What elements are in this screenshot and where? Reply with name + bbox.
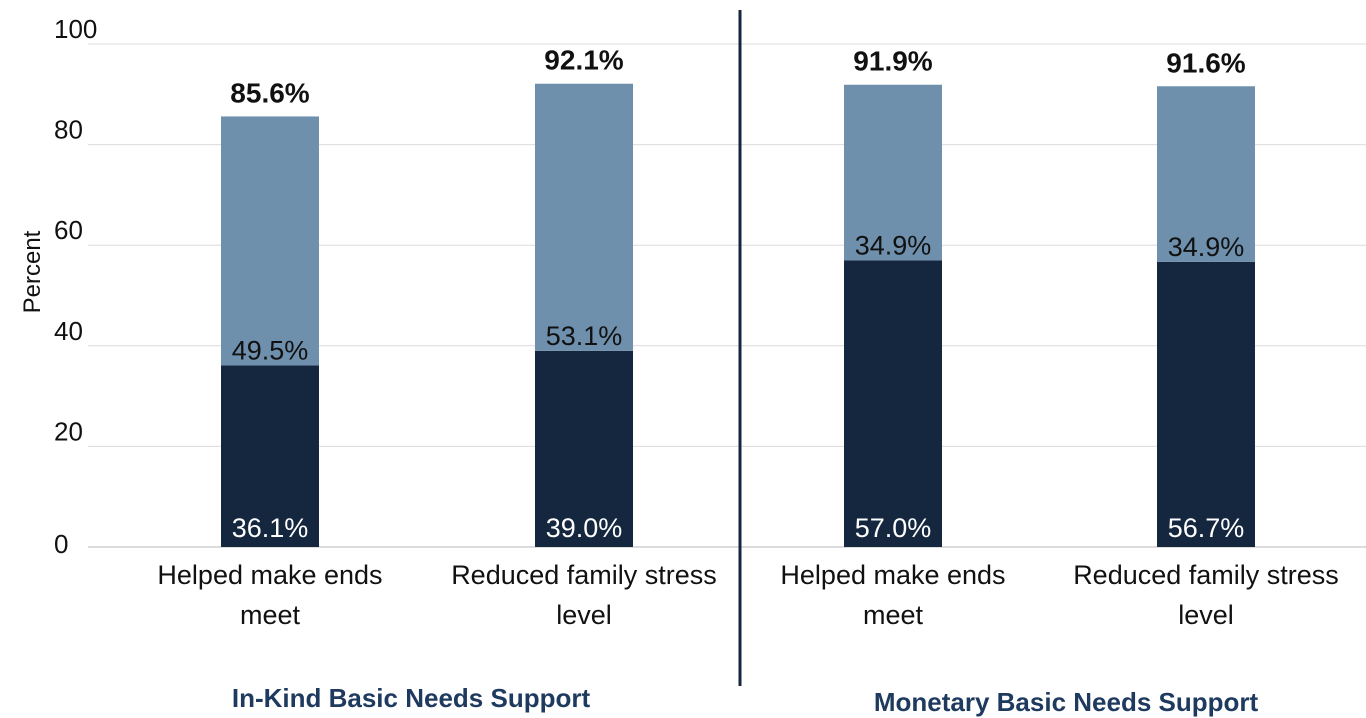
data-labels: 36.1% 49.5% 85.6% 39.0% 53.1% 92.1% 57.0% 34.9%… — [230, 45, 1245, 543]
y-tick-label: 20 — [54, 416, 83, 446]
segment-value-label: 34.9% — [855, 230, 932, 260]
group-labels: In-Kind Basic Needs Support Monetary Basi… — [232, 683, 1259, 717]
bar-segment — [221, 365, 319, 547]
category-label: Reduced family stress — [1073, 560, 1339, 590]
group-label: In-Kind Basic Needs Support — [232, 683, 591, 713]
total-value-label: 91.6% — [1166, 47, 1245, 78]
bar-segment — [844, 84, 942, 261]
segment-value-label: 39.0% — [546, 513, 623, 543]
total-value-label: 85.6% — [230, 77, 309, 108]
bar-segment — [1157, 86, 1255, 262]
bar-segment — [535, 83, 633, 351]
y-tick-label: 100 — [54, 14, 97, 44]
y-tick-label: 80 — [54, 115, 83, 145]
y-axis-label: Percent — [19, 230, 46, 313]
category-label: level — [1178, 600, 1234, 630]
bar-segment — [535, 350, 633, 547]
segment-value-label: 56.7% — [1168, 513, 1245, 543]
y-tick-label: 60 — [54, 215, 83, 245]
segment-value-label: 36.1% — [232, 513, 309, 543]
total-value-label: 92.1% — [544, 45, 623, 76]
y-tick-label: 40 — [54, 316, 83, 346]
category-label: Helped make ends — [157, 560, 382, 590]
category-label: Reduced family stress — [451, 560, 717, 590]
total-value-label: 91.9% — [853, 46, 932, 77]
category-label: Helped make ends — [780, 560, 1005, 590]
group-label: Monetary Basic Needs Support — [874, 687, 1259, 717]
segment-value-label: 49.5% — [232, 335, 309, 365]
y-tick-label: 0 — [54, 529, 68, 559]
segment-value-label: 53.1% — [546, 321, 623, 351]
segment-value-label: 57.0% — [855, 513, 932, 543]
segment-value-label: 34.9% — [1168, 232, 1245, 262]
bar-segment — [844, 260, 942, 547]
bars — [221, 83, 1255, 547]
bar-segment — [1157, 261, 1255, 547]
y-axis-ticks: 0 20 40 60 80 100 — [54, 14, 97, 559]
bar-segment — [221, 116, 319, 366]
category-label: meet — [863, 600, 924, 630]
category-label: meet — [240, 600, 301, 630]
category-labels: Helped make ends meet Reduced family stres… — [157, 560, 1338, 630]
category-label: level — [556, 600, 612, 630]
